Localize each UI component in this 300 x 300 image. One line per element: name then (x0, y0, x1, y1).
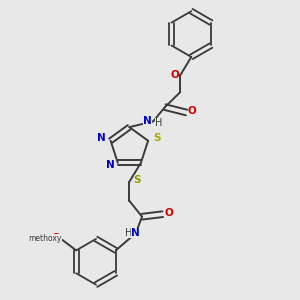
Text: methoxy: methoxy (28, 234, 62, 243)
Text: S: S (134, 175, 141, 185)
Text: N: N (131, 228, 140, 238)
Text: N: N (97, 133, 106, 143)
Text: H: H (125, 228, 132, 238)
Text: N: N (143, 116, 152, 126)
Text: O: O (188, 106, 197, 116)
Text: O: O (165, 208, 173, 218)
Text: N: N (106, 160, 115, 170)
Text: O: O (170, 70, 179, 80)
Text: H: H (155, 118, 163, 128)
Text: O: O (52, 233, 61, 243)
Text: S: S (153, 133, 161, 143)
